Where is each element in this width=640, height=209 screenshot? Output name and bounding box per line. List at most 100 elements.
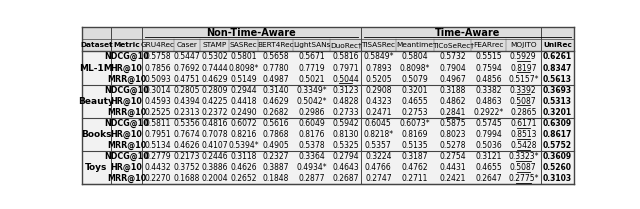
Text: 0.5515: 0.5515 [476,52,502,61]
Text: NDCG@10: NDCG@10 [104,152,149,161]
Text: 0.5135: 0.5135 [402,141,428,150]
Text: 0.2805: 0.2805 [174,86,200,95]
Text: 0.5811: 0.5811 [145,119,172,128]
Text: 0.3140: 0.3140 [262,86,289,95]
Text: 0.7994: 0.7994 [476,130,502,139]
Text: 0.5378: 0.5378 [299,141,325,150]
Text: 0.3752: 0.3752 [173,163,200,172]
Text: 0.5134: 0.5134 [145,141,172,150]
Text: 0.3693: 0.3693 [543,86,572,95]
Text: GRU4Rec: GRU4Rec [141,42,175,48]
Text: 0.4323: 0.4323 [365,97,392,106]
Text: 0.7444: 0.7444 [201,64,228,73]
Text: 0.5313: 0.5313 [543,97,572,106]
Text: 0.5875: 0.5875 [440,119,466,128]
Text: 0.2865: 0.2865 [510,108,536,117]
Text: 0.2986: 0.2986 [299,108,325,117]
Text: Meantime: Meantime [397,42,433,48]
Text: 0.5658: 0.5658 [262,52,289,61]
Text: 0.2687: 0.2687 [332,175,359,184]
Text: 0.4655: 0.4655 [476,163,502,172]
Text: 0.3118: 0.3118 [230,152,257,161]
Text: LightSANs: LightSANs [293,42,331,48]
Text: 0.2446: 0.2446 [201,152,228,161]
Text: 0.3201: 0.3201 [402,86,428,95]
Text: 0.4862: 0.4862 [440,97,466,106]
Text: HR@10: HR@10 [111,163,143,172]
Text: 0.8218*: 0.8218* [364,130,394,139]
Text: UniRec: UniRec [543,42,572,48]
Text: 0.5804: 0.5804 [402,52,428,61]
Text: NDCG@10: NDCG@10 [104,86,149,95]
Text: 0.5613: 0.5613 [543,75,572,84]
Text: HR@10: HR@10 [111,97,143,106]
Text: 0.2733: 0.2733 [332,108,359,117]
Text: 0.3103: 0.3103 [543,175,572,184]
Text: 0.4987: 0.4987 [262,75,289,84]
Text: BERT4Rec: BERT4Rec [257,42,294,48]
Text: 0.3364: 0.3364 [298,152,325,161]
Text: 0.5260: 0.5260 [543,163,572,172]
Text: 0.7594: 0.7594 [476,64,502,73]
Text: 0.2525: 0.2525 [145,108,172,117]
Text: 0.5042*: 0.5042* [297,97,327,106]
Text: 0.4762: 0.4762 [402,163,428,172]
Text: 0.5849*: 0.5849* [363,52,394,61]
Text: 0.6072: 0.6072 [230,119,257,128]
Text: 0.4905: 0.4905 [262,141,289,150]
Text: 0.4856: 0.4856 [476,75,502,84]
Text: 0.4766: 0.4766 [365,163,392,172]
Text: 0.4863: 0.4863 [476,97,502,106]
Text: 0.5036: 0.5036 [476,141,502,150]
Text: 0.5929: 0.5929 [510,52,536,61]
Text: 0.2908: 0.2908 [365,86,392,95]
Text: 0.5021: 0.5021 [299,75,325,84]
Text: 0.3323*: 0.3323* [508,152,538,161]
Text: 0.5428: 0.5428 [510,141,536,150]
Text: 0.7904: 0.7904 [440,64,466,73]
Text: 0.3609: 0.3609 [543,152,572,161]
Text: 0.4432: 0.4432 [145,163,172,172]
Text: 0.4626: 0.4626 [230,163,257,172]
Text: 0.2421: 0.2421 [440,175,466,184]
Text: 0.5356: 0.5356 [173,119,200,128]
Text: 0.4629: 0.4629 [201,75,228,84]
Text: 0.4816: 0.4816 [201,119,228,128]
Text: 0.2753: 0.2753 [402,108,428,117]
Text: 0.3187: 0.3187 [402,152,428,161]
Text: 0.2747: 0.2747 [365,175,392,184]
Text: 0.5732: 0.5732 [440,52,466,61]
Text: 0.4418: 0.4418 [230,97,257,106]
Text: 0.5325: 0.5325 [332,141,359,150]
Text: ML-1M: ML-1M [79,64,113,73]
Text: 0.5302: 0.5302 [201,52,228,61]
Text: NDCG@10: NDCG@10 [104,52,149,61]
Text: 0.8130: 0.8130 [332,130,359,139]
Text: 0.5079: 0.5079 [402,75,428,84]
Text: 0.4593: 0.4593 [145,97,172,106]
Text: 0.8617: 0.8617 [543,130,572,139]
Text: 0.3887: 0.3887 [262,163,289,172]
Text: 0.3392: 0.3392 [510,86,536,95]
Text: 0.2471: 0.2471 [365,108,392,117]
Text: 0.2372: 0.2372 [201,108,228,117]
Text: 0.2922*: 0.2922* [474,108,504,117]
Text: DuoRec†: DuoRec† [330,42,362,48]
Text: 0.7780: 0.7780 [262,64,289,73]
Text: 0.5816: 0.5816 [332,52,359,61]
Bar [81,27,575,51]
Text: 0.6309: 0.6309 [543,119,572,128]
Text: Non-Time-Aware: Non-Time-Aware [207,28,296,38]
Text: 0.6049: 0.6049 [298,119,325,128]
Text: 0.4967: 0.4967 [440,75,466,84]
Text: 0.3224: 0.3224 [365,152,392,161]
Text: Books: Books [81,130,112,139]
Text: 0.8023: 0.8023 [440,130,466,139]
Text: MRR@10: MRR@10 [107,174,147,184]
Text: HR@10: HR@10 [111,64,143,73]
Text: 0.5278: 0.5278 [440,141,466,150]
Text: 0.5447: 0.5447 [173,52,200,61]
Text: 0.5157*: 0.5157* [508,75,538,84]
Text: 0.5752: 0.5752 [543,141,572,150]
Text: 0.7692: 0.7692 [173,64,200,73]
